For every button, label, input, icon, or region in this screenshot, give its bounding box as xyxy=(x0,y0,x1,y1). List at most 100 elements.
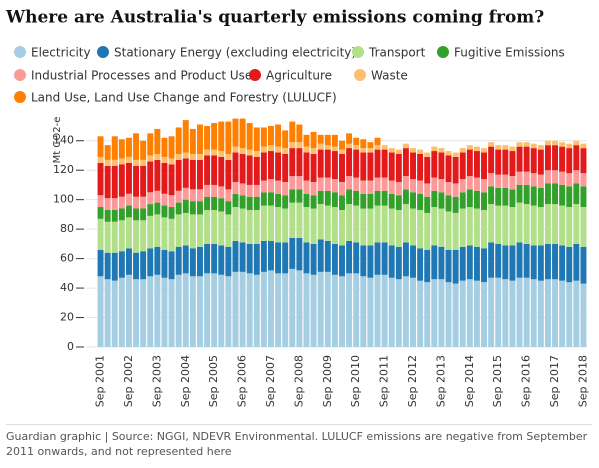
bar-segment xyxy=(410,192,416,209)
bar-segment xyxy=(346,148,353,177)
bar-segment xyxy=(417,248,424,281)
bar-segment xyxy=(324,240,331,272)
bar-segment xyxy=(189,189,196,202)
bar-segment xyxy=(573,170,580,184)
x-tick-label: Sep 2006 xyxy=(236,355,249,407)
bar-segment xyxy=(175,214,182,247)
bar-segment xyxy=(481,282,488,347)
bar-segment xyxy=(260,152,267,181)
bar-segment xyxy=(118,277,125,347)
bar-segment xyxy=(481,209,488,249)
bar-segment xyxy=(552,145,559,171)
bar-segment xyxy=(552,140,559,146)
bar-segment xyxy=(374,205,381,243)
bar-segment xyxy=(473,151,480,178)
bar-segment xyxy=(125,217,132,249)
bar-segment xyxy=(388,180,395,194)
bar-segment xyxy=(523,204,530,244)
bar-segment xyxy=(218,151,225,157)
bar-segment xyxy=(502,187,509,206)
bar-segment xyxy=(225,276,232,347)
legend-label: Fugitive Emissions xyxy=(454,46,565,60)
bar-segment xyxy=(381,149,388,178)
bar-segment xyxy=(509,146,516,152)
bar-segment xyxy=(225,153,232,160)
bar-segment xyxy=(196,159,203,190)
bar-segment xyxy=(97,218,104,250)
bar-segment xyxy=(275,193,282,208)
bar-segment xyxy=(282,195,289,209)
bar-segment xyxy=(211,149,218,156)
bar-segment xyxy=(161,217,168,250)
bar-segment xyxy=(196,201,203,215)
bar-segment xyxy=(317,239,324,272)
bar-segment xyxy=(125,274,132,347)
bar-segment xyxy=(211,184,218,197)
bar-segment xyxy=(268,205,274,241)
bar-segment xyxy=(580,207,587,247)
bar-segment xyxy=(410,277,416,347)
chart-title: Where are Australia's quarterly emission… xyxy=(5,8,544,28)
bar-segment xyxy=(353,242,360,274)
bar-segment xyxy=(211,123,218,150)
bar-segment xyxy=(111,221,118,253)
bar-segment xyxy=(154,202,161,215)
bar-segment xyxy=(367,277,374,347)
bar-segment xyxy=(253,151,260,157)
bar-segment xyxy=(154,159,161,191)
bar-segment xyxy=(374,274,381,347)
bar-segment xyxy=(303,242,310,274)
bar-segment xyxy=(374,190,381,206)
bar-segment xyxy=(374,145,381,150)
bar-segment xyxy=(140,196,147,209)
bar-segment xyxy=(275,207,282,243)
bar-segment xyxy=(410,208,416,246)
bar-segment xyxy=(388,193,395,209)
bar-segment xyxy=(111,165,118,199)
bar-segment xyxy=(360,139,367,149)
bar-segment xyxy=(97,156,104,163)
bar-segment xyxy=(147,248,154,277)
bar-segment xyxy=(154,274,161,347)
x-tick-label: Sep 2016 xyxy=(520,355,533,407)
bar-segment xyxy=(324,149,331,178)
legend-swatch xyxy=(354,69,366,81)
y-axis-label: Mt CO2-e xyxy=(52,117,63,164)
bar-segment xyxy=(509,151,516,177)
bar-segment xyxy=(204,243,211,274)
bar-segment xyxy=(559,146,566,172)
bar-segment xyxy=(488,277,495,347)
bar-segment xyxy=(232,207,239,241)
bar-segment xyxy=(303,134,310,147)
bar-segment xyxy=(168,207,175,219)
bar-segment xyxy=(118,164,125,197)
bar-segment xyxy=(523,243,530,278)
bar-segment xyxy=(559,184,566,206)
bar-segment xyxy=(282,181,289,196)
bar-segment xyxy=(431,190,438,208)
bar-segment xyxy=(395,153,402,182)
bar-segment xyxy=(559,280,566,347)
bar-segment xyxy=(133,196,140,209)
bar-segment xyxy=(289,237,296,269)
bar-segment xyxy=(331,207,338,244)
bar-segment xyxy=(147,161,154,193)
bar-segment xyxy=(495,145,502,150)
bar-segment xyxy=(310,274,317,347)
bar-segment xyxy=(580,143,587,149)
bar-segment xyxy=(232,181,239,194)
bar-segment xyxy=(317,143,324,150)
bar-segment xyxy=(537,149,544,175)
bar-segment xyxy=(296,270,303,347)
bar-segment xyxy=(530,205,537,246)
bar-segment xyxy=(218,211,225,246)
bar-segment xyxy=(118,251,125,278)
bar-segment xyxy=(218,274,225,347)
bar-segment xyxy=(275,273,282,347)
bar-segment xyxy=(303,207,310,243)
bar-segment xyxy=(402,204,409,243)
bar-segment xyxy=(502,145,509,150)
y-tick-label: 40 xyxy=(60,281,74,294)
bar-segment xyxy=(310,153,317,182)
bar-segment xyxy=(310,148,317,154)
